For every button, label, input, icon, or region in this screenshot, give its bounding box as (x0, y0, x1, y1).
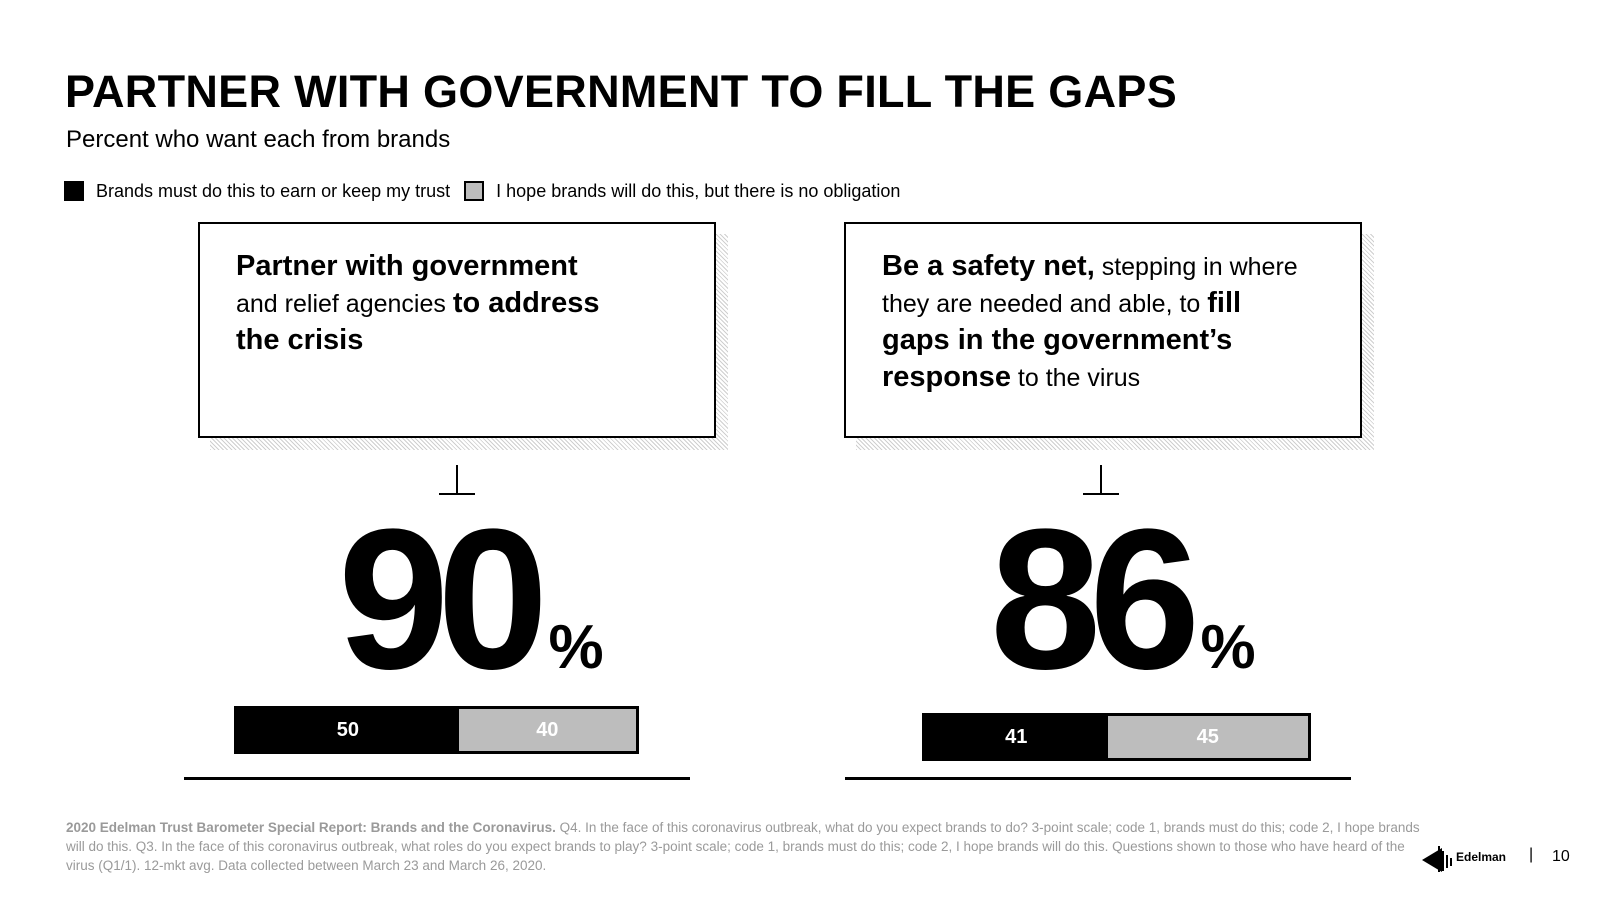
card-box: Be a safety net, stepping in where they a… (844, 222, 1362, 438)
stacked-bar-safety-net: 41 45 (922, 713, 1311, 761)
bar-segment-hope: 45 (1107, 716, 1308, 758)
footnote-text: Q4. In the face of this coronavirus outb… (66, 820, 1420, 873)
card-text: Be a safety net, stepping in where they a… (882, 248, 1298, 396)
card-text-part: to the virus (1010, 364, 1141, 392)
bar-segment-hope: 40 (458, 709, 636, 751)
big-stat-percent: % (548, 613, 604, 682)
card-text-part: fill (1207, 287, 1242, 319)
big-stat-percent: % (1200, 613, 1256, 682)
big-stat-number: 86 (990, 488, 1200, 711)
separator: | (1529, 846, 1534, 863)
card-text-part: gaps in the government’s (882, 324, 1233, 356)
divider-line (845, 777, 1351, 780)
page-subtitle: Percent who want each from brands (66, 126, 451, 153)
connector-tee-icon (439, 465, 475, 495)
bar-value-label: 45 (1196, 725, 1219, 748)
card-text-part: Be a safety net, (882, 250, 1095, 282)
divider-line (184, 777, 690, 780)
legend: Brands must do this to earn or keep my t… (64, 180, 914, 202)
page-title: PARTNER WITH GOVERNMENT TO FILL THE GAPS (65, 66, 1178, 117)
statement-card-partner: Partner with government and relief agenci… (198, 222, 728, 450)
big-stat-partner: 90 % (338, 500, 604, 700)
bar-segment-must: 50 (237, 709, 459, 751)
card-text-part: stepping in where (1094, 253, 1298, 281)
bar-value-label: 40 (536, 718, 559, 741)
legend-swatch-hope (464, 181, 485, 201)
footnote: 2020 Edelman Trust Barometer Special Rep… (66, 818, 1426, 875)
legend-label-must: Brands must do this to earn or keep my t… (96, 180, 451, 201)
legend-label-hope: I hope brands will do this, but there is… (496, 180, 901, 201)
big-stat-number: 90 (338, 488, 548, 711)
card-text-part: they are needed and able, to (882, 290, 1208, 318)
statement-card-safety-net: Be a safety net, stepping in where they a… (844, 222, 1374, 450)
bar-segment-must: 41 (925, 716, 1108, 758)
card-text-part: and relief agencies (236, 290, 453, 318)
card-box: Partner with government and relief agenci… (198, 222, 716, 438)
brand-name: Edelman (1456, 850, 1507, 864)
card-text-part: Partner with government (236, 250, 578, 282)
card-text-part: to address (452, 287, 600, 319)
card-text-part: response (882, 361, 1011, 393)
bar-value-label: 50 (336, 718, 359, 741)
legend-swatch-must (64, 181, 84, 201)
big-stat-safety-net: 86 % (990, 500, 1256, 700)
footnote-source: 2020 Edelman Trust Barometer Special Rep… (66, 820, 556, 835)
connector-tee-icon (1083, 465, 1119, 495)
bar-value-label: 41 (1005, 725, 1028, 748)
edelman-logo-icon (1422, 846, 1452, 872)
card-text-part: the crisis (236, 324, 364, 356)
card-text: Partner with government and relief agenci… (236, 248, 599, 359)
page-number: 10 (1552, 848, 1570, 865)
stacked-bar-partner: 50 40 (234, 706, 639, 754)
